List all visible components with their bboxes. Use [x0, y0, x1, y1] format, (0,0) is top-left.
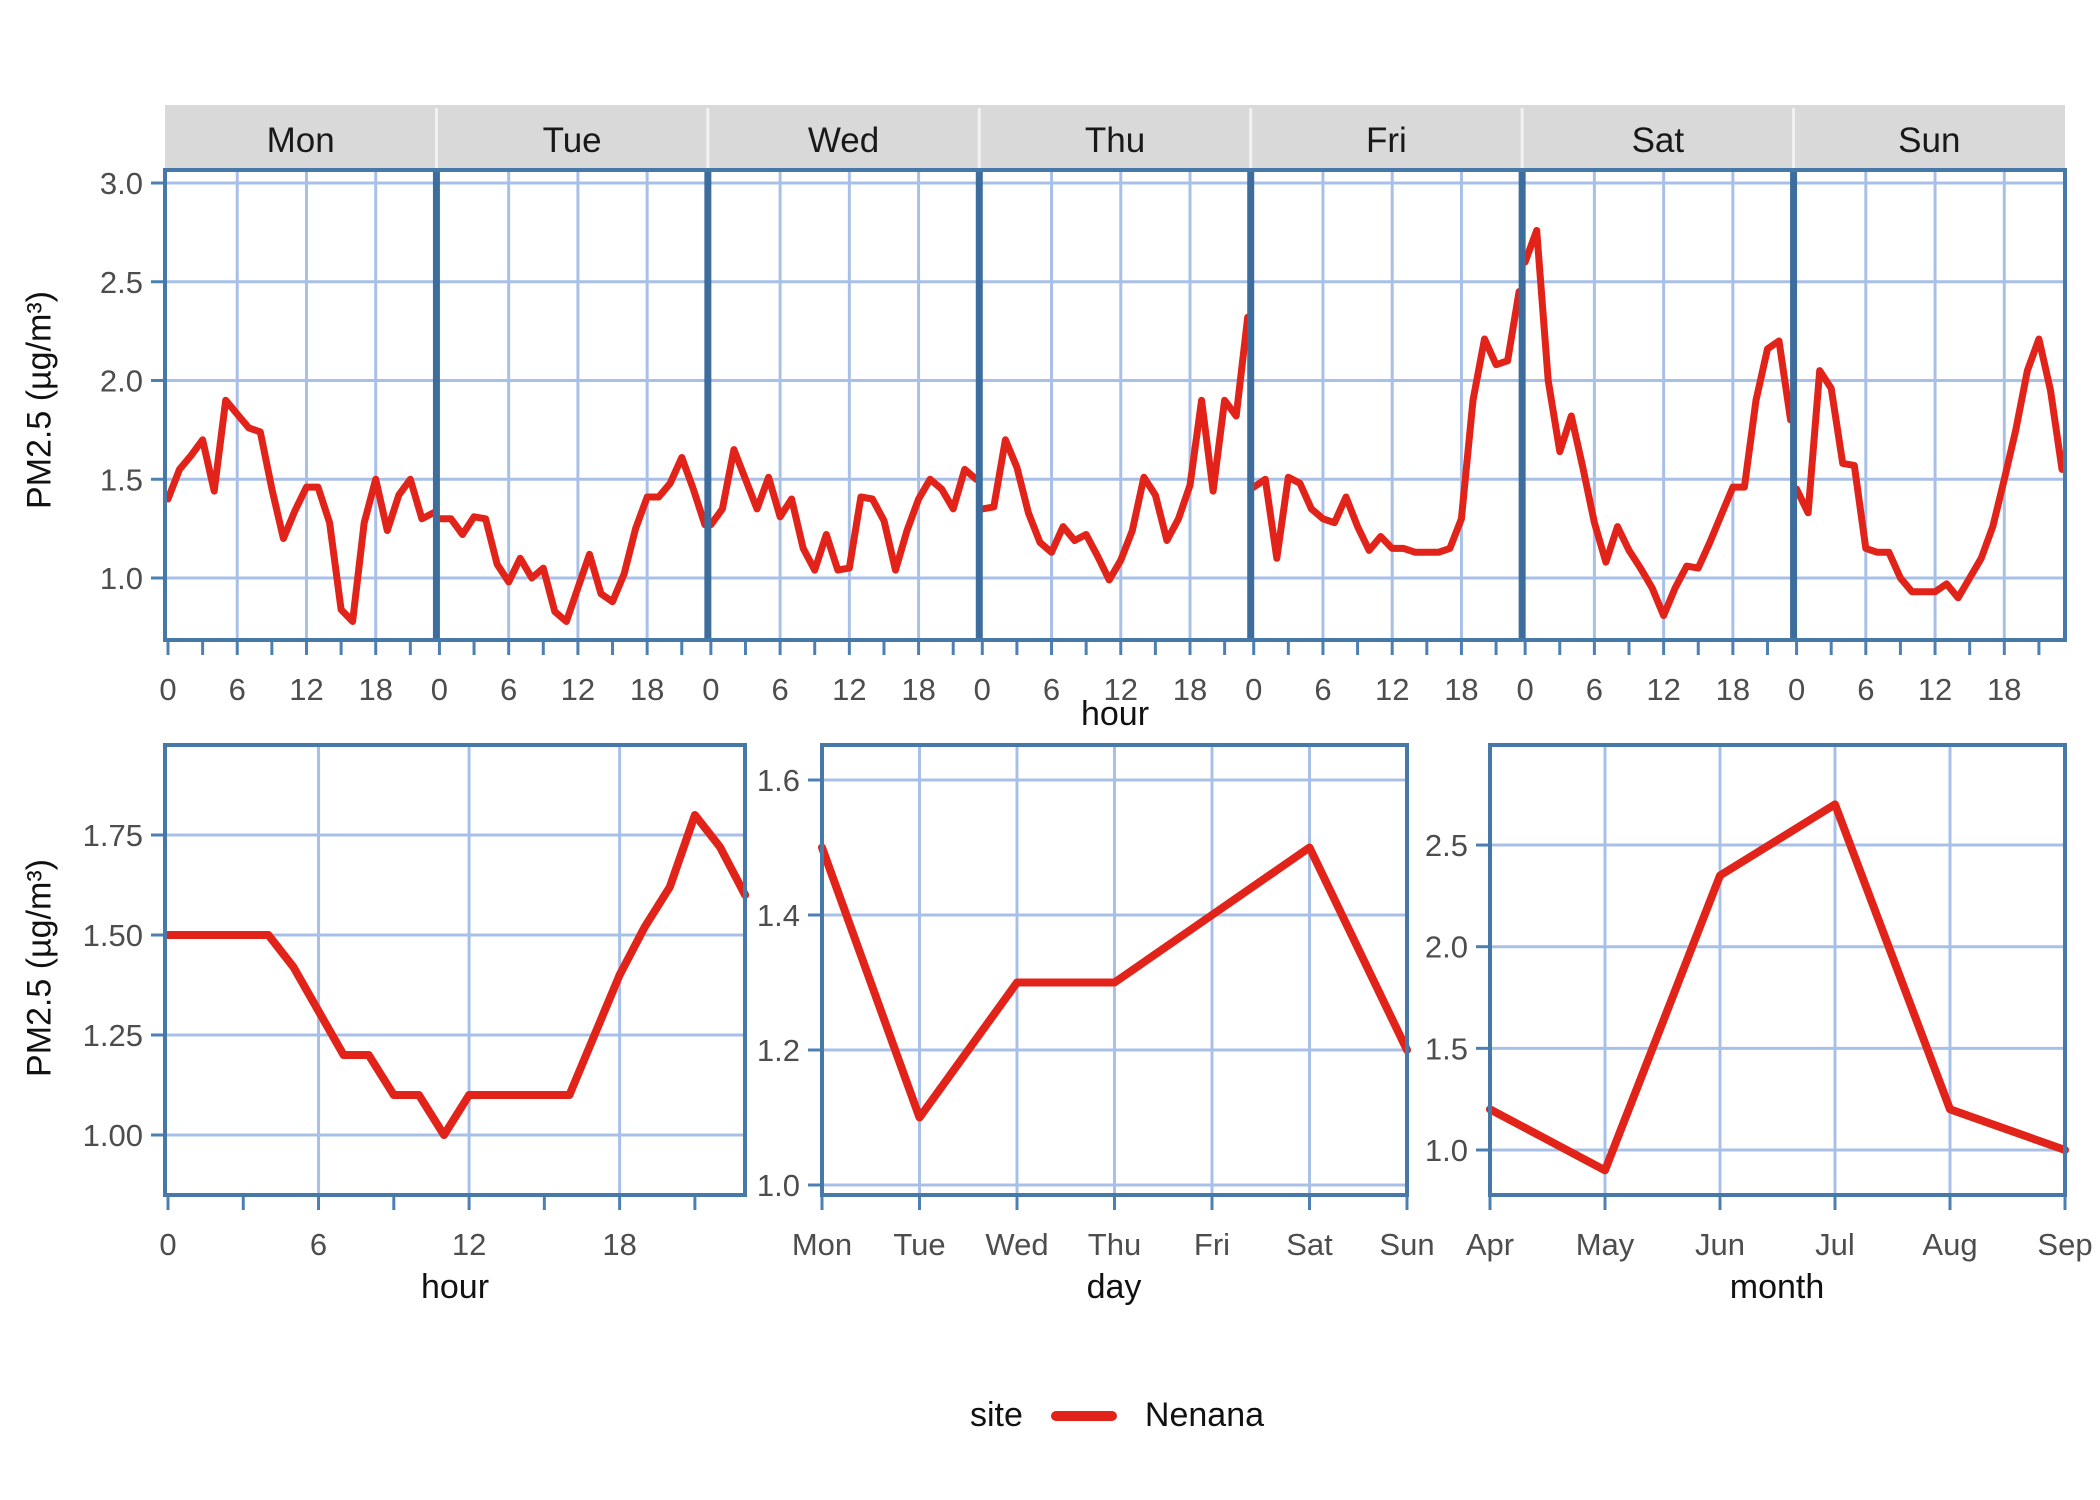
panel-border	[163, 168, 2067, 642]
legend-line-swatch	[1050, 1410, 1117, 1421]
x-axis-title-hour: hour	[420, 1268, 490, 1306]
y-tick-label: 1.75	[83, 818, 143, 853]
series-line	[435, 454, 709, 625]
y-tick-label: 1.4	[757, 898, 800, 933]
x-tick-label: 6	[500, 672, 517, 707]
y-tick-label: 1.0	[1425, 1133, 1468, 1168]
y-tick-label: 2.5	[1425, 828, 1468, 863]
series-line	[1521, 226, 1795, 619]
x-tick-label: 12	[1104, 672, 1138, 707]
x-tick-label: 12	[1646, 672, 1680, 707]
panel-border	[820, 743, 1409, 1197]
x-tick-label: Apr	[1466, 1227, 1514, 1262]
x-tick-label: 12	[289, 672, 323, 707]
legend: site Nenana	[970, 1396, 1264, 1435]
x-tick-label: 0	[702, 672, 719, 707]
x-tick-label: Fri	[1194, 1227, 1230, 1262]
x-tick-label: 6	[1314, 672, 1331, 707]
x-tick-label: 18	[1444, 672, 1478, 707]
x-tick-label: 0	[1517, 672, 1534, 707]
x-tick-label: 18	[1987, 672, 2021, 707]
x-tick-label: 6	[1043, 672, 1060, 707]
x-tick-label: 0	[159, 672, 176, 707]
x-tick-label: 12	[561, 672, 595, 707]
y-tick-label: 1.5	[1425, 1031, 1468, 1066]
x-tick-label: Mon	[792, 1227, 852, 1262]
legend-series-label: Nenana	[1144, 1396, 1265, 1434]
x-tick-label: 6	[771, 672, 788, 707]
y-tick-label: 3.0	[100, 166, 143, 201]
x-tick-label: Thu	[1088, 1227, 1141, 1262]
facet-strip-label: Mon	[267, 121, 335, 160]
x-tick-label: 0	[159, 1227, 176, 1262]
x-tick-label: 12	[452, 1227, 486, 1262]
x-tick-label: Jul	[1815, 1227, 1855, 1262]
x-tick-label: Wed	[985, 1227, 1048, 1262]
facet-strip-label: Tue	[543, 121, 602, 160]
y-tick-label: 2.5	[100, 265, 143, 300]
x-tick-label: 18	[602, 1227, 636, 1262]
facet-strip-label: Thu	[1085, 121, 1145, 160]
x-tick-label: Tue	[893, 1227, 945, 1262]
x-tick-label: 18	[1173, 672, 1207, 707]
x-tick-label: Aug	[1922, 1227, 1977, 1262]
x-tick-label: Sep	[2037, 1227, 2092, 1262]
x-tick-label: May	[1576, 1227, 1635, 1262]
y-tick-label: 1.00	[83, 1118, 143, 1153]
panel-border	[1488, 743, 2067, 1197]
facet-strip-label: Sat	[1632, 121, 1685, 160]
y-tick-label: 1.0	[100, 561, 143, 596]
x-axis-title-day: day	[1086, 1268, 1142, 1306]
y-tick-label: 1.2	[757, 1033, 800, 1068]
x-axis-title-weekday-hour: hour	[1080, 695, 1150, 733]
panel-border	[163, 743, 747, 1197]
facet-strip-label: Fri	[1366, 121, 1407, 160]
x-tick-label: 18	[1716, 672, 1750, 707]
y-tick-label: 1.0	[757, 1168, 800, 1203]
y-axis-label-bottom: PM2.5 (µg/m³)	[20, 859, 59, 1077]
facet-strip	[165, 105, 2065, 170]
x-tick-label: 18	[630, 672, 664, 707]
x-tick-label: Sat	[1286, 1227, 1333, 1262]
x-tick-label: 18	[358, 672, 392, 707]
x-tick-label: 12	[832, 672, 866, 707]
series-line	[1250, 288, 1523, 562]
x-tick-label: 0	[431, 672, 448, 707]
y-axis-label-top: PM2.5 (µg/m³)	[20, 291, 59, 509]
facet-strip-label: Wed	[808, 121, 879, 160]
x-tick-label: 6	[310, 1227, 327, 1262]
x-tick-label: 6	[1586, 672, 1603, 707]
series-line	[164, 396, 437, 625]
y-tick-label: 2.0	[100, 364, 143, 399]
y-tick-label: 1.6	[757, 763, 800, 798]
legend-title: site	[969, 1396, 1023, 1434]
y-tick-label: 1.50	[83, 918, 143, 953]
x-tick-label: 18	[901, 672, 935, 707]
x-tick-label: 6	[229, 672, 246, 707]
series-line	[818, 843, 1411, 1122]
x-tick-label: 6	[1857, 672, 1874, 707]
x-axis-title-month: month	[1729, 1268, 1825, 1306]
series-line	[164, 811, 750, 1139]
series-line	[978, 313, 1252, 584]
series-line	[1793, 335, 2066, 602]
x-tick-label: Sun	[1379, 1227, 1434, 1262]
x-tick-label: 0	[1788, 672, 1805, 707]
x-tick-label: 12	[1375, 672, 1409, 707]
y-tick-label: 1.25	[83, 1018, 143, 1053]
x-tick-label: 0	[974, 672, 991, 707]
x-tick-label: 12	[1918, 672, 1952, 707]
y-tick-label: 1.5	[100, 462, 143, 497]
series-line	[1486, 800, 2069, 1175]
series-line	[707, 446, 980, 574]
y-tick-label: 2.0	[1425, 930, 1468, 965]
facet-strip-label: Sun	[1898, 121, 1960, 160]
x-tick-label: 0	[1245, 672, 1262, 707]
x-tick-label: Jun	[1695, 1227, 1745, 1262]
